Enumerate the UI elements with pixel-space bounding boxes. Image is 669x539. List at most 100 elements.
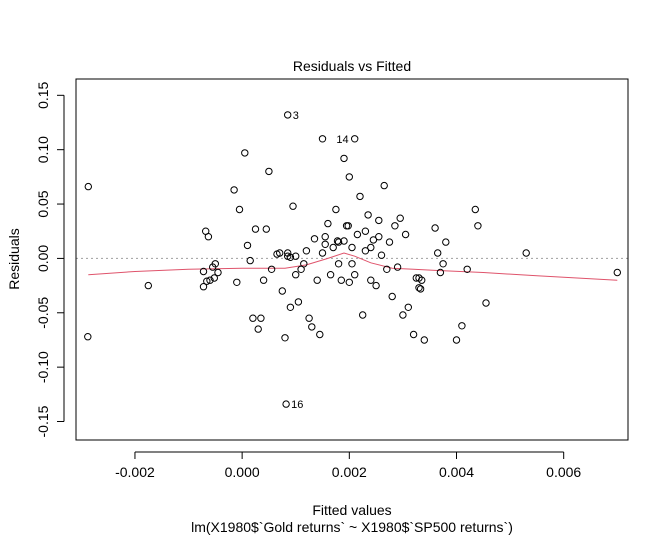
data-point: [337, 276, 345, 284]
data-point: [292, 252, 300, 260]
data-point: [385, 238, 394, 246]
data-point: [286, 303, 295, 311]
data-point: [367, 276, 375, 284]
data-point: [230, 186, 238, 194]
data-point: [332, 205, 340, 214]
data-point: [318, 249, 327, 257]
y-tick-label: 0.05: [35, 190, 51, 217]
data-point: [436, 268, 445, 277]
data-point: [251, 225, 260, 233]
x-tick-label: -0.002: [115, 464, 155, 480]
data-point: [351, 135, 359, 143]
x-tick-label: 0.002: [332, 464, 367, 480]
plot-area: 3 14 16: [75, 78, 629, 441]
data-point: [308, 323, 316, 331]
data-point: [345, 173, 353, 181]
data-point: [345, 278, 353, 286]
data-point: [334, 260, 343, 268]
x-tick-label: 0.004: [439, 464, 474, 480]
data-point: [203, 277, 211, 285]
data-point: [482, 299, 490, 307]
data-point: [294, 298, 303, 306]
chart-title: Residuals vs Fitted: [293, 58, 411, 74]
data-point: [375, 233, 383, 241]
data-point: [265, 167, 273, 176]
data-point: [316, 330, 324, 339]
y-tick-label: 0.15: [35, 81, 51, 108]
data-point: [235, 205, 244, 214]
data-point: [243, 241, 252, 250]
data-point: [399, 311, 407, 319]
data-point: [300, 260, 308, 268]
data-point: [471, 205, 479, 214]
data-point: [241, 149, 249, 157]
x-tick-label: 0.000: [225, 464, 260, 480]
data-point: [375, 216, 383, 225]
data-point: [361, 227, 370, 235]
data-point: [310, 235, 319, 243]
data-point: [463, 265, 471, 273]
y-tick-label: 0.00: [35, 245, 51, 272]
y-axis-label: Residuals: [6, 228, 22, 289]
data-point: [326, 271, 335, 279]
data-point: [284, 111, 292, 119]
data-point: [452, 336, 461, 344]
data-point: [144, 281, 153, 290]
data-point: [321, 233, 329, 241]
data-point: [356, 192, 364, 201]
data-point: [474, 222, 482, 230]
data-point: [305, 314, 313, 322]
data-point: [340, 154, 348, 163]
data-point: [246, 256, 254, 265]
data-point: [267, 265, 276, 273]
data-point: [259, 276, 268, 284]
data-point: [380, 181, 388, 190]
data-point: [262, 225, 270, 233]
data-point: [286, 253, 295, 261]
data-point: [351, 271, 359, 279]
data-point: [361, 247, 370, 255]
point-label: 3: [293, 110, 299, 122]
data-point: [199, 283, 208, 291]
y-axis: -0.15 -0.10 -0.05 0.00 0.05 0.10 0.15: [35, 81, 65, 437]
data-point: [442, 238, 450, 246]
y-tick-label: -0.15: [35, 405, 51, 437]
point-label: 16: [291, 399, 303, 411]
data-point: [393, 263, 402, 271]
data-point: [388, 292, 396, 301]
data-point: [257, 314, 265, 322]
data-point: [334, 238, 343, 246]
data-point: [344, 222, 352, 230]
y-tick-label: -0.05: [35, 297, 51, 329]
data-point: [292, 271, 300, 279]
data-point: [278, 287, 286, 295]
plot-frame: [75, 78, 629, 441]
data-point: [372, 281, 380, 290]
data-point: [383, 265, 391, 273]
points-layer: [84, 111, 621, 408]
data-point: [364, 211, 372, 219]
point-labels-layer: 3 14 16: [291, 110, 349, 411]
data-point: [416, 285, 425, 293]
data-point: [273, 250, 281, 258]
data-point: [377, 251, 386, 259]
x-tick-label: 0.006: [546, 464, 581, 480]
data-point: [404, 303, 412, 311]
data-point: [214, 268, 222, 277]
data-point: [329, 243, 337, 252]
data-point: [613, 268, 621, 277]
data-point: [353, 230, 362, 239]
data-point: [289, 202, 297, 210]
x-axis: -0.002 0.000 0.002 0.004 0.006: [115, 451, 581, 480]
data-point: [254, 325, 262, 333]
data-point: [458, 322, 466, 330]
data-point: [348, 243, 356, 252]
data-point: [204, 233, 213, 241]
data-point: [359, 311, 367, 319]
data-point: [522, 249, 530, 257]
data-point: [324, 219, 332, 228]
data-point: [431, 224, 439, 232]
data-point: [211, 260, 220, 268]
data-point: [249, 314, 257, 322]
